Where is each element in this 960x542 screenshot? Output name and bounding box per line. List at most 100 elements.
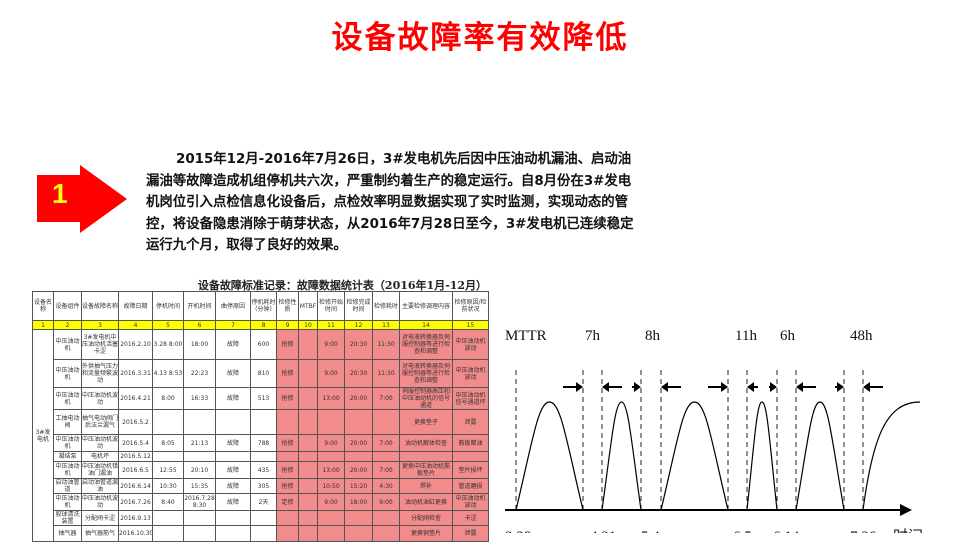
table-cell: [276, 510, 299, 526]
table-cell: 15:20: [344, 478, 373, 494]
table-cell: 2016.4.21: [118, 387, 153, 410]
arrow-right-icon: [634, 382, 641, 392]
column-index: 8: [250, 320, 277, 330]
table-cell: 15:35: [183, 478, 216, 494]
table-cell: 8:00: [152, 387, 184, 410]
table-cell: 12:55: [152, 461, 184, 479]
table-cell: 16:33: [183, 387, 216, 410]
table-cell: [276, 525, 299, 542]
repair-time-label: 7h: [585, 328, 601, 344]
column-header: 停机时间: [152, 291, 184, 321]
column-header: 设备组件: [53, 291, 82, 321]
table-row: 中压油动机 中压油动机波动 2016.7.26 8:40 2016.7.28 8:30 故…: [33, 493, 489, 511]
column-header: 设备故障名称: [81, 291, 119, 321]
table-cell: 中压油动机: [53, 359, 82, 388]
repair-time-label: 8h: [645, 328, 661, 344]
table-cell: 抢修: [276, 478, 299, 494]
arrow-right-icon: [770, 382, 777, 392]
table-cell: 20:30: [344, 329, 373, 360]
table-cell: 2016.6.14: [118, 478, 153, 494]
column-header: MTBF: [298, 291, 318, 321]
table-cell: [298, 493, 318, 511]
table-cell: [215, 510, 251, 526]
table-cell: 中压油动机: [53, 493, 82, 511]
table-cell: 抽气器筋气: [81, 525, 119, 542]
repair-time-label: 6h: [780, 328, 796, 344]
date-label: 6.14: [773, 529, 800, 533]
table-cell: 2016.5.4: [118, 434, 153, 452]
table-cell: 故障: [215, 387, 251, 410]
table-cell: 2016.5.12: [118, 451, 153, 462]
table-cell: 2天: [250, 493, 277, 511]
column-index: 11: [317, 320, 345, 330]
table-cell: 2016.7.26: [118, 493, 153, 511]
table-cell: 中压油动机: [53, 461, 82, 479]
table-cell: 3.28 8:00: [152, 329, 184, 360]
axis-arrowhead-icon: [900, 504, 912, 516]
table-cell: 启动油管道: [53, 478, 82, 494]
column-header: 检修原因/检前状况: [452, 291, 489, 321]
table-cell: 凝结泵: [53, 451, 82, 462]
table-cell: 22:23: [183, 359, 216, 388]
table-cell: 18:00: [183, 329, 216, 360]
arrow-left-icon: [863, 382, 870, 392]
table-cell: 油动机油缸更换: [399, 493, 453, 511]
table-cell: 9:00: [317, 434, 345, 452]
table-cell: [452, 451, 489, 462]
table-cell: [215, 409, 251, 435]
table-cell: 抢修: [276, 461, 299, 479]
table-cell: 2016.5.2: [118, 409, 153, 435]
table-row: 抽气器 抽气器筋气 2016.10.30 更换铜垫片 泄露: [33, 525, 489, 542]
table-cell: [317, 451, 345, 462]
column-index: 4: [118, 320, 153, 330]
table-cell: [276, 409, 299, 435]
table-cell: [183, 525, 216, 542]
table-cell: 中压油动机波动: [452, 359, 489, 388]
column-index: 9: [276, 320, 299, 330]
table-cell: 11:30: [372, 329, 400, 360]
table-cell: [344, 525, 373, 542]
date-label: 7.26: [850, 529, 877, 533]
table-cell: [152, 409, 184, 435]
table-row: 中压油动机 中压油动机错油门漏油 2016.6.5 12:55 20:10 故障 435 抢修…: [33, 461, 489, 479]
table-cell: [317, 525, 345, 542]
table-cell: 中压油动机: [53, 329, 82, 360]
column-header: 曲停原因: [215, 291, 251, 321]
column-index: 10: [298, 320, 318, 330]
table-cell: [215, 525, 251, 542]
table-cell: 9:00: [317, 359, 345, 388]
table-cell: 513: [250, 387, 277, 410]
table-cell: 2016.2.10: [118, 329, 153, 360]
table-cell: [298, 387, 318, 410]
table-cell: 筋板窜油: [452, 434, 489, 452]
table-cell: [317, 409, 345, 435]
table-cell: [250, 451, 277, 462]
table-cell: 11:30: [372, 359, 400, 388]
table-row: 凝结泵 电机坏 2016.5.12: [33, 451, 489, 462]
operation-curve: [862, 401, 921, 511]
mttr-timeline-diagram: MTTR 7h 8h 11h 6h 48h 3.28 4.21 5.4 6.5 6.14 7.26 时间: [505, 328, 923, 533]
column-index: 5: [152, 320, 184, 330]
fault-statistics-table: 设备名称 设备组件 设备故障名称 故障日期 停机时间 开机时间 曲停原因 停机耗时（分钟） 检修…: [32, 291, 489, 542]
column-header: 检修性质: [276, 291, 299, 321]
table-cell: 中压油动机波动: [452, 493, 489, 511]
table-cell: 故障: [215, 461, 251, 479]
table-cell: 2016.7.28 8:30: [183, 493, 216, 511]
table-title: 设备故障标准记录：故障数据统计表（2016年1月-12月）: [197, 279, 488, 292]
table-cell: 305: [250, 478, 277, 494]
repair-time-label: 11h: [735, 328, 757, 344]
arrow-left-icon: [747, 382, 754, 392]
table-cell: 对电液转换器及伺服控制器等进行检查和调整: [399, 329, 453, 360]
table-row: 中压油动机 中压油动机波动 2016.5.4 8:05 21:13 故障 788 抢修 9:00…: [33, 434, 489, 452]
date-label: 5.4: [641, 529, 660, 533]
table-cell: 10:30: [152, 478, 184, 494]
table-cell: 中压油动机错油门漏油: [81, 461, 119, 479]
column-header: 设备名称: [32, 291, 54, 321]
mttr-label: MTTR: [505, 328, 547, 344]
table-cell: [344, 409, 373, 435]
table-row: 启动油管道 启动油管道漏油 2016.6.14 10:30 15:35 故障 305 抢修 10…: [33, 478, 489, 494]
table-cell: 外供抽气压力和流量频繁波动: [81, 359, 119, 388]
table-cell: 2016.10.30: [118, 525, 153, 542]
table-cell: [152, 451, 184, 462]
table-cell: 中压油动机波动: [81, 493, 119, 511]
